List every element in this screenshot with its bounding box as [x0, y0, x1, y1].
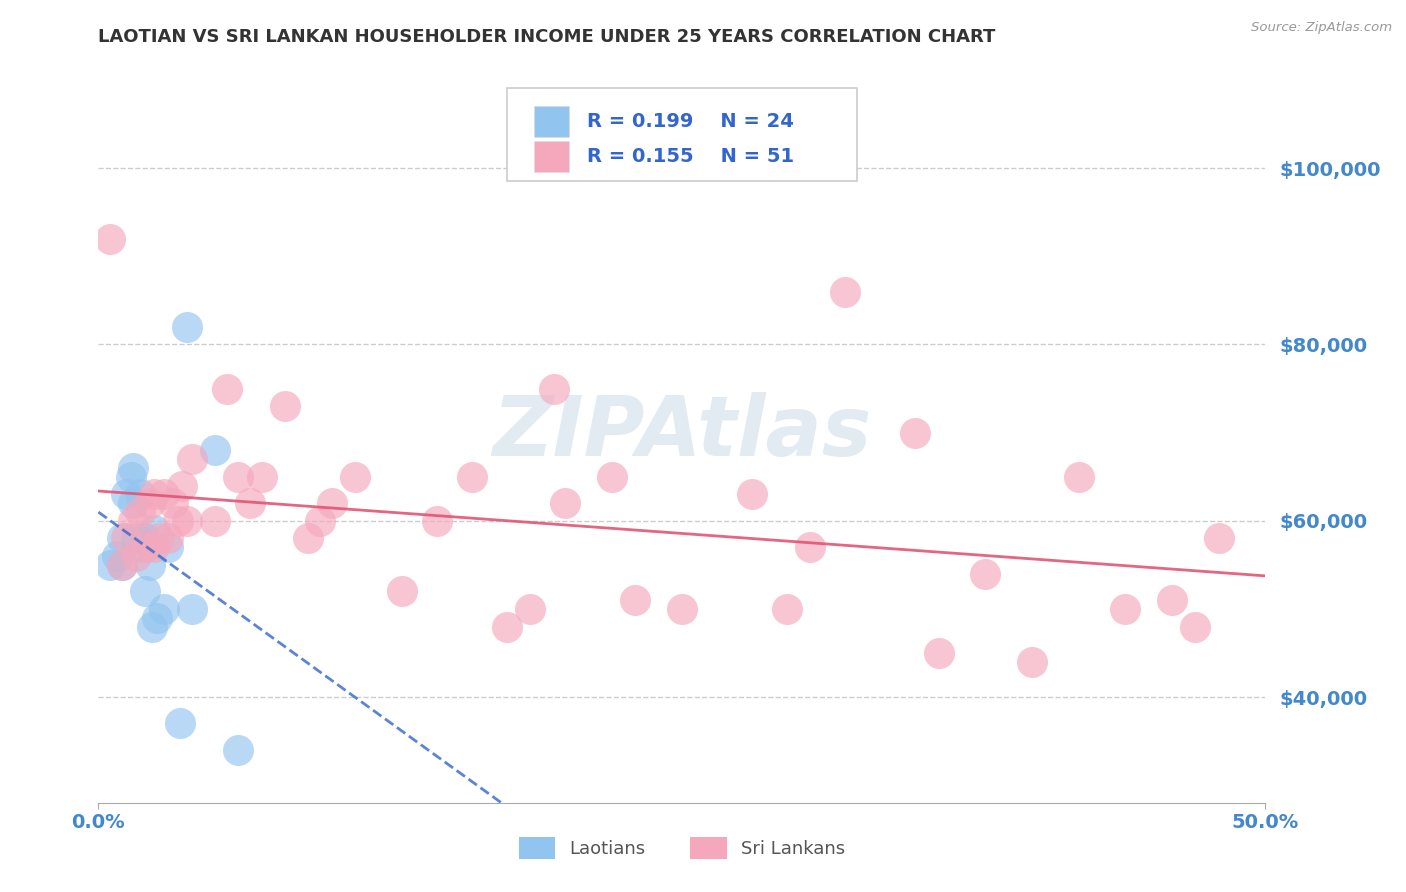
- Point: [250, 469, 273, 483]
- Point: [139, 558, 162, 572]
- Point: [834, 285, 856, 299]
- Point: [125, 549, 148, 563]
- Text: ZIPAtlas: ZIPAtlas: [492, 392, 872, 473]
- Point: [519, 602, 541, 616]
- Text: LAOTIAN VS SRI LANKAN HOUSEHOLDER INCOME UNDER 25 YEARS CORRELATION CHART: LAOTIAN VS SRI LANKAN HOUSEHOLDER INCOME…: [98, 28, 995, 45]
- Point: [600, 469, 623, 483]
- Point: [228, 743, 250, 757]
- Point: [115, 532, 138, 546]
- Point: [152, 487, 174, 501]
- Point: [204, 443, 226, 458]
- Point: [134, 532, 156, 546]
- Point: [141, 619, 163, 633]
- FancyBboxPatch shape: [534, 141, 568, 172]
- Point: [134, 584, 156, 599]
- Point: [134, 540, 156, 554]
- Point: [391, 584, 413, 599]
- Point: [111, 558, 134, 572]
- Point: [122, 461, 145, 475]
- Point: [157, 540, 180, 554]
- Point: [162, 496, 184, 510]
- FancyBboxPatch shape: [508, 88, 856, 181]
- Point: [176, 514, 198, 528]
- Point: [148, 532, 170, 546]
- Point: [172, 478, 194, 492]
- Point: [321, 496, 343, 510]
- Point: [1161, 593, 1184, 607]
- Point: [169, 716, 191, 731]
- Point: [239, 496, 262, 510]
- Legend: Laotians, Sri Lankans: Laotians, Sri Lankans: [509, 828, 855, 868]
- Point: [297, 532, 319, 546]
- Point: [228, 469, 250, 483]
- Point: [143, 487, 166, 501]
- Point: [741, 487, 763, 501]
- Point: [115, 487, 138, 501]
- Point: [928, 646, 950, 660]
- Point: [98, 558, 121, 572]
- Point: [152, 602, 174, 616]
- Point: [166, 514, 188, 528]
- Point: [111, 532, 134, 546]
- Point: [799, 540, 821, 554]
- FancyBboxPatch shape: [534, 106, 568, 137]
- Point: [180, 452, 202, 467]
- Point: [122, 514, 145, 528]
- Point: [111, 558, 134, 572]
- Point: [624, 593, 647, 607]
- Point: [904, 425, 927, 440]
- Point: [180, 602, 202, 616]
- Point: [274, 399, 297, 413]
- Point: [344, 469, 367, 483]
- Point: [426, 514, 449, 528]
- Point: [776, 602, 799, 616]
- Point: [125, 532, 148, 546]
- Point: [120, 469, 142, 483]
- Point: [143, 523, 166, 537]
- Point: [309, 514, 332, 528]
- Text: Source: ZipAtlas.com: Source: ZipAtlas.com: [1251, 21, 1392, 34]
- Point: [461, 469, 484, 483]
- Point: [543, 382, 565, 396]
- Point: [496, 619, 519, 633]
- Point: [671, 602, 693, 616]
- Text: R = 0.155    N = 51: R = 0.155 N = 51: [588, 147, 794, 166]
- Point: [105, 549, 128, 563]
- Point: [139, 496, 162, 510]
- Point: [1021, 655, 1043, 669]
- Point: [1067, 469, 1090, 483]
- Point: [122, 496, 145, 510]
- Point: [1184, 619, 1206, 633]
- Point: [204, 514, 226, 528]
- Point: [134, 540, 156, 554]
- Point: [129, 505, 152, 519]
- Point: [554, 496, 576, 510]
- Point: [176, 319, 198, 334]
- Point: [215, 382, 238, 396]
- Point: [98, 232, 121, 246]
- Point: [143, 540, 166, 554]
- Point: [129, 487, 152, 501]
- Point: [157, 532, 180, 546]
- Point: [1208, 532, 1230, 546]
- Text: R = 0.199    N = 24: R = 0.199 N = 24: [588, 112, 794, 131]
- Point: [1114, 602, 1136, 616]
- Point: [146, 610, 169, 624]
- Point: [974, 566, 997, 581]
